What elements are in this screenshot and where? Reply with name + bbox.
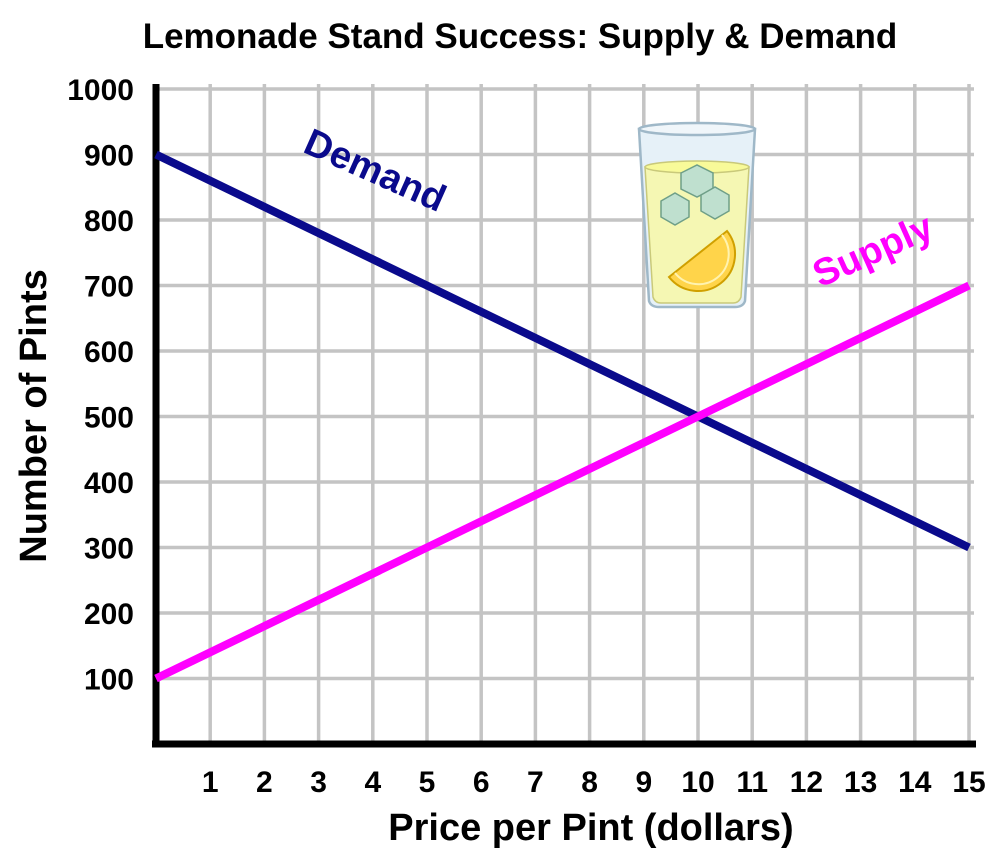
x-tick-label: 14 [898,766,932,799]
x-tick-label: 3 [310,766,327,799]
y-tick-label: 600 [84,336,134,369]
chart-title: Lemonade Stand Success: Supply & Demand [143,17,898,56]
x-tick-label: 8 [581,766,598,799]
y-tick-labels: 100 200 300 400 500 600 700 800 900 1000 [67,74,134,697]
x-tick-label: 12 [790,766,823,799]
x-tick-label: 13 [844,766,877,799]
x-tick-label: 4 [364,766,381,799]
y-tick-label: 400 [84,467,134,500]
x-tick-label: 6 [473,766,490,799]
demand-series-label: Demand [298,121,452,220]
y-tick-label: 200 [84,598,134,631]
axes [152,84,976,748]
y-tick-label: 1000 [67,74,134,107]
grid-lines [156,84,974,744]
x-tick-label: 9 [635,766,652,799]
x-tick-label: 11 [736,766,768,799]
x-tick-label: 15 [952,766,985,799]
y-tick-label: 300 [84,533,134,566]
y-axis-label: Number of Pints [13,269,55,562]
series-lines [154,150,971,683]
x-tick-label: 7 [527,766,544,799]
supply-line [154,281,971,683]
x-tick-label: 1 [202,766,219,799]
x-tick-label: 5 [419,766,436,799]
demand-line [154,150,971,552]
x-tick-labels: 1 2 3 4 5 6 7 8 9 10 11 12 13 14 15 [202,766,986,799]
y-tick-label: 100 [84,664,134,697]
y-tick-label: 700 [84,271,134,304]
x-tick-label: 10 [681,766,714,799]
y-tick-label: 900 [84,140,134,173]
x-axis-label: Price per Pint (dollars) [388,807,793,849]
y-tick-label: 800 [84,205,134,238]
lemonade-glass-icon [637,121,757,309]
x-tick-label: 2 [256,766,273,799]
y-tick-label: 500 [84,402,134,435]
